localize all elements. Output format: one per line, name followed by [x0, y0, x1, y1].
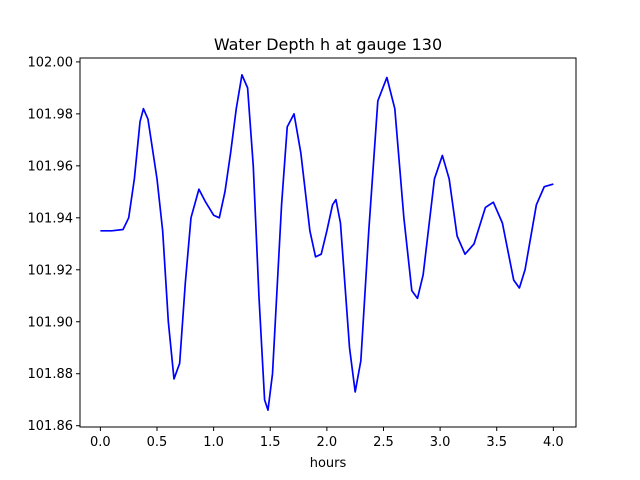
y-tick-label: 101.98: [28, 107, 74, 122]
x-tick-label: 0.5: [147, 435, 168, 450]
x-tick-label: 2.5: [373, 435, 394, 450]
y-tick-label: 101.94: [28, 211, 74, 226]
x-tick-label: 0.0: [90, 435, 111, 450]
x-tick-label: 4.0: [543, 435, 564, 450]
x-tick-label: 3.5: [486, 435, 507, 450]
x-axis-label: hours: [310, 456, 347, 471]
y-tick-label: 101.88: [28, 367, 74, 382]
axes-frame: [79, 57, 577, 428]
y-tick-label: 101.92: [28, 263, 74, 278]
y-ticks: 101.86 101.88 101.90 101.92 101.94 101.96 101.…: [28, 55, 80, 434]
y-tick-label: 101.86: [28, 419, 74, 434]
y-tick-label: 102.00: [28, 55, 74, 70]
series-line-0: [100, 74, 554, 411]
plot-area: [79, 57, 577, 428]
x-ticks: 0.0 0.5 1.0 1.5 2.0 2.5 3.0 3.5 4.0: [90, 427, 564, 450]
x-tick-label: 1.5: [260, 435, 281, 450]
y-tick-label: 101.90: [28, 315, 74, 330]
x-tick-label: 2.0: [317, 435, 338, 450]
x-tick-label: 1.0: [203, 435, 224, 450]
x-tick-label: 3.0: [430, 435, 451, 450]
chart-title: Water Depth h at gauge 130: [214, 35, 442, 54]
y-tick-label: 101.96: [28, 159, 74, 174]
